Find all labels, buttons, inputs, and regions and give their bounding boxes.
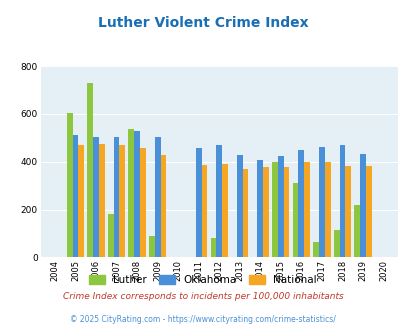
Bar <box>108 214 113 257</box>
Bar <box>140 148 145 257</box>
Bar <box>216 145 222 257</box>
Bar <box>365 167 371 257</box>
Bar <box>195 148 201 257</box>
Legend: Luther, Oklahoma, National: Luther, Oklahoma, National <box>85 271 320 289</box>
Bar <box>359 154 365 257</box>
Bar <box>99 145 104 257</box>
Bar <box>333 230 339 257</box>
Bar <box>154 137 160 257</box>
Bar <box>87 83 93 257</box>
Bar <box>298 150 303 257</box>
Bar <box>324 162 330 257</box>
Bar <box>339 146 345 257</box>
Text: Crime Index corresponds to incidents per 100,000 inhabitants: Crime Index corresponds to incidents per… <box>62 292 343 301</box>
Bar <box>257 160 262 257</box>
Bar <box>201 165 207 257</box>
Bar <box>318 147 324 257</box>
Bar <box>242 169 248 257</box>
Bar <box>72 135 78 257</box>
Bar <box>271 162 277 257</box>
Bar <box>277 156 283 257</box>
Bar <box>78 146 84 257</box>
Bar <box>303 162 309 257</box>
Bar <box>160 155 166 257</box>
Bar <box>262 167 268 257</box>
Bar <box>222 164 227 257</box>
Bar <box>67 114 72 257</box>
Bar <box>292 183 298 257</box>
Bar <box>93 137 99 257</box>
Bar <box>134 131 140 257</box>
Bar <box>119 146 125 257</box>
Text: Luther Violent Crime Index: Luther Violent Crime Index <box>98 16 307 30</box>
Bar <box>113 137 119 257</box>
Bar <box>149 236 154 257</box>
Bar <box>345 166 350 257</box>
Text: © 2025 CityRating.com - https://www.cityrating.com/crime-statistics/: © 2025 CityRating.com - https://www.city… <box>70 315 335 324</box>
Bar <box>128 129 134 257</box>
Bar <box>236 155 242 257</box>
Bar <box>210 238 216 257</box>
Bar <box>283 167 289 257</box>
Bar <box>354 205 359 257</box>
Bar <box>313 242 318 257</box>
